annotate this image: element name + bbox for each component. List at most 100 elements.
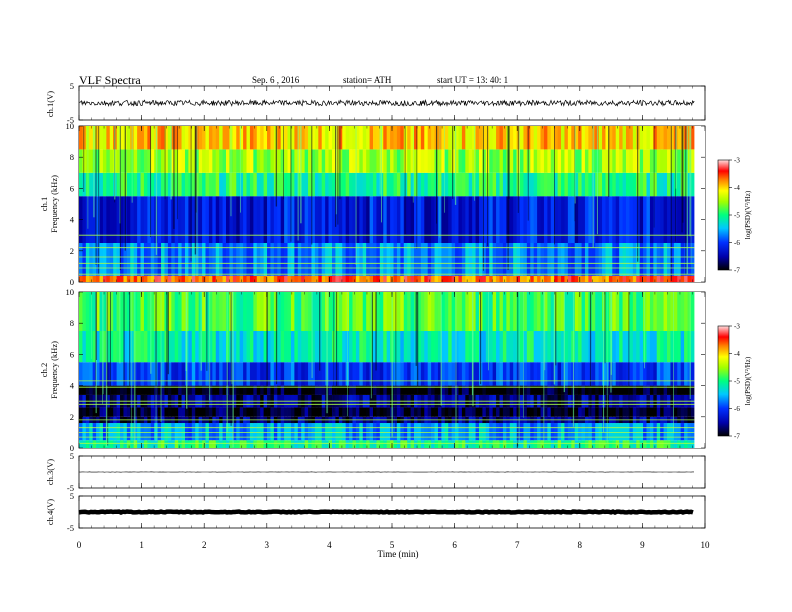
spectrogram-cell (212, 292, 217, 331)
spectrogram-cell (157, 196, 162, 243)
spectrogram-cell (547, 196, 552, 243)
spectrogram-cell (622, 385, 627, 395)
spectrogram-cell (260, 275, 265, 282)
spectrogram-cell (639, 149, 644, 173)
spectrogram-cell (208, 126, 213, 150)
spectrogram-cell (109, 407, 114, 417)
spectrogram-cell (478, 275, 483, 282)
spectrogram-cell (161, 196, 165, 243)
spectrogram-cell (653, 423, 658, 441)
spectrogram-cell (424, 423, 429, 441)
spectrogram-cell (232, 243, 237, 276)
spectrogram-cell (468, 440, 473, 448)
spectrogram-cell (366, 440, 370, 448)
spectrogram-cell (239, 275, 244, 282)
spectrogram-cell (171, 172, 176, 197)
spectrogram-cell (126, 292, 131, 331)
spectrogram-cell (680, 407, 685, 417)
spectrogram-cell (249, 126, 254, 150)
spectrogram-cell (184, 126, 189, 150)
spectrogram-cell (236, 292, 241, 331)
spectrogram-cell (564, 196, 569, 243)
spectrogram-cell (526, 149, 531, 173)
spectrogram-cell (680, 440, 685, 448)
spectrogram-cell (178, 385, 182, 395)
spectrogram-cell (629, 407, 634, 417)
spectrogram-cell (441, 440, 446, 448)
spectrogram-cell (267, 362, 271, 386)
spectrogram-cell (321, 423, 326, 441)
spectrogram-cell (396, 385, 401, 395)
spectrogram-cell (130, 385, 135, 395)
spectrogram-cell (89, 423, 94, 441)
spectrogram-cell (287, 149, 292, 173)
spectrogram-cell (554, 243, 559, 276)
spectrogram-cell (140, 243, 145, 276)
spectrogram-cell (338, 149, 343, 173)
spectrogram-cell (554, 385, 559, 395)
spectrogram-cell (513, 243, 517, 276)
spectrogram-cell (571, 172, 576, 197)
spheric-streak (544, 292, 546, 371)
spectrogram-cell (632, 172, 637, 197)
spectrogram-cell (530, 275, 535, 282)
spectrogram-cell (277, 243, 282, 276)
spectrogram-cell (246, 275, 251, 282)
spectrogram-cell (496, 126, 500, 150)
spectrogram-cell (444, 275, 449, 282)
spectrogram-cell (277, 149, 282, 173)
spectrogram-cell (366, 196, 370, 243)
spectrogram-cell (465, 149, 470, 173)
spectrogram-cell (123, 362, 128, 386)
spectrogram-cell (342, 331, 347, 363)
spectrogram-cell (379, 243, 384, 276)
spectrogram-cell (335, 292, 340, 331)
spectrogram-cell (543, 362, 548, 386)
spectrogram-cell (499, 292, 504, 331)
spheric-streak (487, 126, 489, 247)
spectrogram-cell (629, 292, 634, 331)
spectrogram-cell (342, 149, 347, 173)
spectrogram-cell (256, 292, 261, 331)
spectrogram-cell (629, 172, 634, 197)
spectrogram-cell (475, 149, 480, 173)
spectrogram-cell (362, 423, 367, 441)
spheric-streak (574, 126, 576, 204)
spectrogram-cell (632, 423, 637, 441)
spheric-streak (415, 292, 417, 366)
spectrogram-cell (670, 149, 675, 173)
spectrogram-cell (359, 440, 364, 448)
spheric-streak (554, 126, 555, 245)
spectrogram-cell (243, 292, 247, 331)
spectrogram-cell (393, 196, 398, 243)
spectrogram-cell (632, 385, 637, 395)
spectrogram-cell (564, 385, 569, 395)
spectrogram-cell (502, 149, 507, 173)
spectrogram-cell (167, 243, 172, 276)
spectrogram-cell (543, 172, 548, 197)
spectrogram-cell (273, 362, 278, 386)
spectrogram-cell (591, 292, 596, 331)
spectrogram-cell (533, 407, 538, 417)
spectrogram-cell (273, 385, 278, 395)
spectrogram-cell (499, 196, 504, 243)
spectrogram-cell (314, 126, 319, 150)
spectrogram-cell (431, 196, 435, 243)
spectrogram-cell (598, 362, 603, 386)
spectrogram-cell (143, 275, 148, 282)
spectrogram-cell (314, 362, 319, 386)
spectrogram-cell (441, 407, 446, 417)
spectrogram-cell (113, 423, 118, 441)
spectrogram-cell (301, 196, 306, 243)
spheric-streak (230, 126, 232, 217)
spectrogram-cell (82, 275, 87, 282)
spectrogram-cell (670, 292, 675, 331)
spectrogram-cell (113, 407, 118, 417)
spectrogram-cell (636, 423, 641, 441)
spectrogram-cell (102, 362, 107, 386)
spectrogram-cell (256, 172, 261, 197)
spectrogram-cell (574, 172, 579, 197)
spectrogram-cell (427, 196, 432, 243)
spectrogram-cell (232, 440, 237, 448)
spectrogram-cell (653, 331, 658, 363)
